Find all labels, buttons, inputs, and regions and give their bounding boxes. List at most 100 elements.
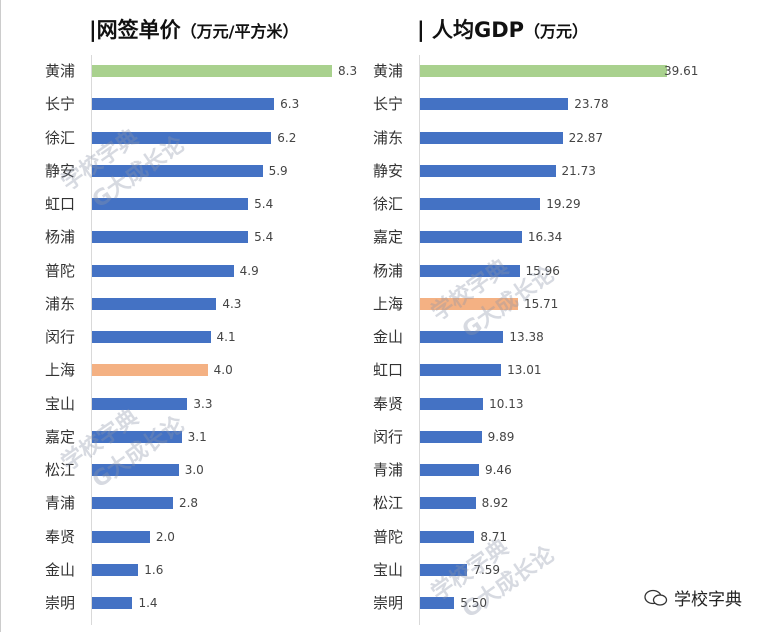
bar bbox=[92, 397, 188, 410]
data-label: 5.4 bbox=[254, 197, 274, 211]
data-label: 13.38 bbox=[509, 330, 544, 344]
bar bbox=[92, 131, 272, 144]
bar bbox=[420, 164, 556, 177]
footer-brand: 学校字典 bbox=[644, 585, 742, 610]
data-label: 3.3 bbox=[193, 396, 213, 411]
category-label: 长宁 bbox=[372, 95, 403, 114]
title-unit: （万元/平方米） bbox=[180, 22, 299, 41]
bar bbox=[420, 131, 563, 144]
wechat-icon bbox=[644, 589, 668, 606]
category-label: 闵行 bbox=[372, 427, 403, 446]
category-label: 普陀 bbox=[372, 527, 403, 546]
bar bbox=[420, 597, 455, 609]
bar bbox=[92, 464, 179, 476]
bar bbox=[420, 264, 520, 277]
data-label: 1.4 bbox=[138, 596, 158, 610]
category-label: 静安 bbox=[372, 161, 403, 180]
bar bbox=[420, 198, 541, 210]
data-label: 1.6 bbox=[144, 562, 164, 577]
data-label: 23.78 bbox=[574, 97, 609, 112]
category-label: 青浦 bbox=[372, 461, 403, 479]
category-label: 上海 bbox=[44, 361, 75, 380]
category-label: 杨浦 bbox=[44, 228, 75, 247]
data-label: 3.0 bbox=[184, 463, 204, 477]
category-label: 杨浦 bbox=[372, 261, 403, 280]
data-label: 15.71 bbox=[523, 296, 559, 311]
bar bbox=[420, 364, 502, 377]
axis-right bbox=[419, 55, 420, 625]
category-label: 宝山 bbox=[372, 560, 403, 579]
category-label: 嘉定 bbox=[44, 427, 75, 446]
bar bbox=[420, 397, 484, 410]
data-label: 10.13 bbox=[489, 396, 524, 411]
bar bbox=[92, 331, 211, 343]
data-label: 9.46 bbox=[484, 463, 512, 477]
category-label: 奉贤 bbox=[44, 527, 75, 546]
chart-title-left: |网签单价（万元/平方米） bbox=[89, 14, 299, 44]
category-label: 黄浦 bbox=[44, 62, 75, 80]
bar bbox=[420, 430, 482, 443]
data-label: 13.01 bbox=[507, 363, 542, 378]
category-label: 上海 bbox=[372, 294, 403, 313]
category-label: 浦东 bbox=[372, 128, 403, 147]
data-label: 8.71 bbox=[480, 529, 508, 544]
category-label: 松江 bbox=[372, 494, 403, 513]
category-label: 金山 bbox=[372, 328, 403, 346]
bar bbox=[420, 464, 479, 476]
bar bbox=[92, 497, 173, 510]
footer-brand-text: 学校字典 bbox=[674, 590, 742, 610]
bar bbox=[420, 65, 667, 77]
data-label: 4.3 bbox=[222, 296, 242, 311]
data-label: 3.1 bbox=[187, 429, 207, 444]
data-label: 8.3 bbox=[338, 64, 358, 78]
data-label: 6.2 bbox=[277, 130, 297, 145]
category-label: 崇明 bbox=[44, 594, 75, 612]
data-label: 19.29 bbox=[546, 197, 581, 211]
data-label: 5.4 bbox=[254, 230, 274, 245]
data-label: 15.96 bbox=[525, 263, 560, 278]
category-label: 浦东 bbox=[44, 294, 75, 313]
data-label: 5.50 bbox=[460, 596, 488, 610]
category-label: 静安 bbox=[44, 161, 75, 180]
bar bbox=[420, 231, 522, 244]
bar bbox=[420, 98, 569, 111]
category-label: 崇明 bbox=[372, 594, 403, 612]
data-label: 4.9 bbox=[239, 263, 259, 278]
category-label: 闵行 bbox=[44, 328, 75, 346]
bar bbox=[92, 231, 249, 244]
data-label: 5.9 bbox=[268, 163, 288, 178]
bar bbox=[92, 297, 217, 310]
category-label: 宝山 bbox=[44, 394, 75, 413]
data-label: 2.0 bbox=[155, 529, 175, 544]
bar bbox=[92, 563, 139, 576]
bar bbox=[92, 364, 208, 377]
data-label: 39.61 bbox=[664, 64, 699, 78]
data-label: 4.0 bbox=[213, 363, 233, 378]
category-label: 松江 bbox=[44, 461, 75, 479]
bar bbox=[420, 331, 504, 343]
data-label: 22.87 bbox=[568, 130, 603, 145]
data-label: 9.89 bbox=[487, 429, 515, 444]
bar bbox=[420, 530, 475, 543]
category-label: 青浦 bbox=[44, 494, 75, 513]
bar bbox=[92, 198, 249, 210]
category-label: 金山 bbox=[44, 560, 75, 579]
data-label: 7.59 bbox=[473, 562, 501, 577]
category-label: 徐汇 bbox=[44, 128, 75, 147]
data-label: 16.34 bbox=[527, 230, 563, 245]
data-label: 21.73 bbox=[561, 163, 596, 178]
axis-left bbox=[91, 55, 92, 625]
bar bbox=[92, 597, 133, 609]
title-text: |网签单价 bbox=[89, 18, 181, 42]
bar bbox=[420, 563, 468, 576]
bar bbox=[92, 530, 150, 543]
bar bbox=[420, 497, 476, 510]
category-label: 黄浦 bbox=[372, 62, 403, 80]
bar bbox=[92, 164, 263, 177]
bar bbox=[92, 98, 275, 111]
chart-title-right: | 人均GDP（万元） bbox=[417, 14, 588, 44]
category-label: 长宁 bbox=[44, 95, 75, 114]
category-label: 普陀 bbox=[44, 261, 75, 280]
category-label: 徐汇 bbox=[372, 195, 403, 213]
